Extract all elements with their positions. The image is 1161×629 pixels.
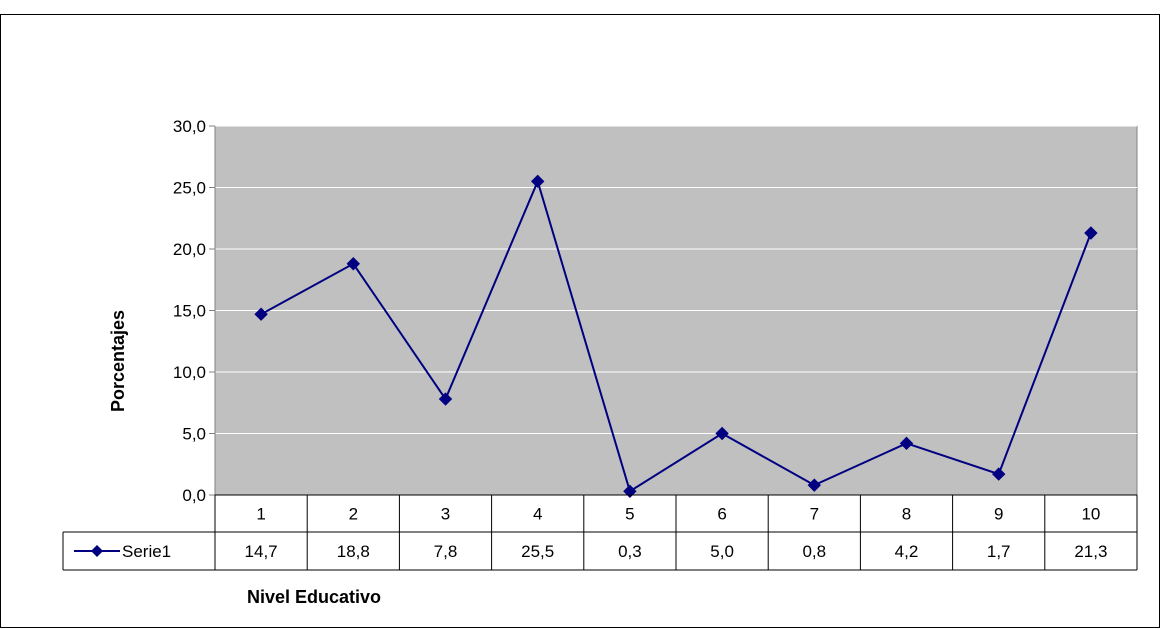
y-tick-label: 15,0 (173, 302, 206, 321)
data-point-marker (991, 467, 1006, 481)
data-point-marker (715, 426, 729, 441)
data-point-marker (807, 478, 822, 492)
series-line (260, 178, 1092, 493)
data-point-marker (530, 174, 545, 189)
data-value-label: 14,7 (245, 542, 278, 561)
data-point-marker (438, 392, 453, 406)
y-tick-label: 0,0 (182, 486, 206, 505)
y-tick-label: 10,0 (173, 363, 206, 382)
legend-series-name: Serie1 (122, 542, 171, 561)
x-category-label: 1 (256, 505, 265, 524)
data-table: 1 2 3 4 5 6 7 8 9 10 14,7 18,8 7,8 25,5 0,3 5,0 0,8 4,2 1,… (62, 494, 1138, 571)
data-point-marker (346, 257, 361, 271)
y-tick-labels: 0,0 5,0 10,0 15,0 20,0 25,0 30,0 (173, 117, 206, 505)
data-value-label: 25,5 (521, 542, 554, 561)
data-value-label: 0,8 (802, 542, 826, 561)
x-category-label: 8 (902, 505, 911, 524)
y-tick-label: 20,0 (173, 240, 206, 259)
data-value-label: 18,8 (337, 542, 370, 561)
x-category-label: 2 (349, 505, 358, 524)
x-category-label: 6 (717, 505, 726, 524)
axes (209, 125, 216, 496)
data-value-label: 7,8 (434, 542, 458, 561)
y-tick-label: 5,0 (182, 425, 206, 444)
x-category-label: 10 (1081, 505, 1100, 524)
data-value-label: 21,3 (1074, 542, 1107, 561)
y-tick-label: 30,0 (173, 117, 206, 136)
x-category-label: 7 (810, 505, 819, 524)
x-category-label: 9 (994, 505, 1003, 524)
data-point-marker (899, 436, 914, 451)
data-point-marker (623, 484, 637, 499)
x-category-label: 5 (625, 505, 634, 524)
data-value-label: 0,3 (618, 542, 642, 561)
series-serie1 (254, 174, 1098, 499)
x-category-label: 3 (441, 505, 450, 524)
gridlines (215, 125, 1137, 434)
data-point-marker (1084, 226, 1098, 240)
y-axis-title: Porcentajes (108, 310, 128, 412)
y-tick-label: 25,0 (173, 179, 206, 198)
x-axis-title: Nivel Educativo (247, 587, 381, 607)
legend-marker (91, 545, 103, 557)
data-value-label: 5,0 (710, 542, 734, 561)
data-point-marker (254, 307, 268, 321)
data-value-label: 1,7 (987, 542, 1011, 561)
data-value-label: 4,2 (895, 542, 919, 561)
x-category-label: 4 (533, 505, 542, 524)
